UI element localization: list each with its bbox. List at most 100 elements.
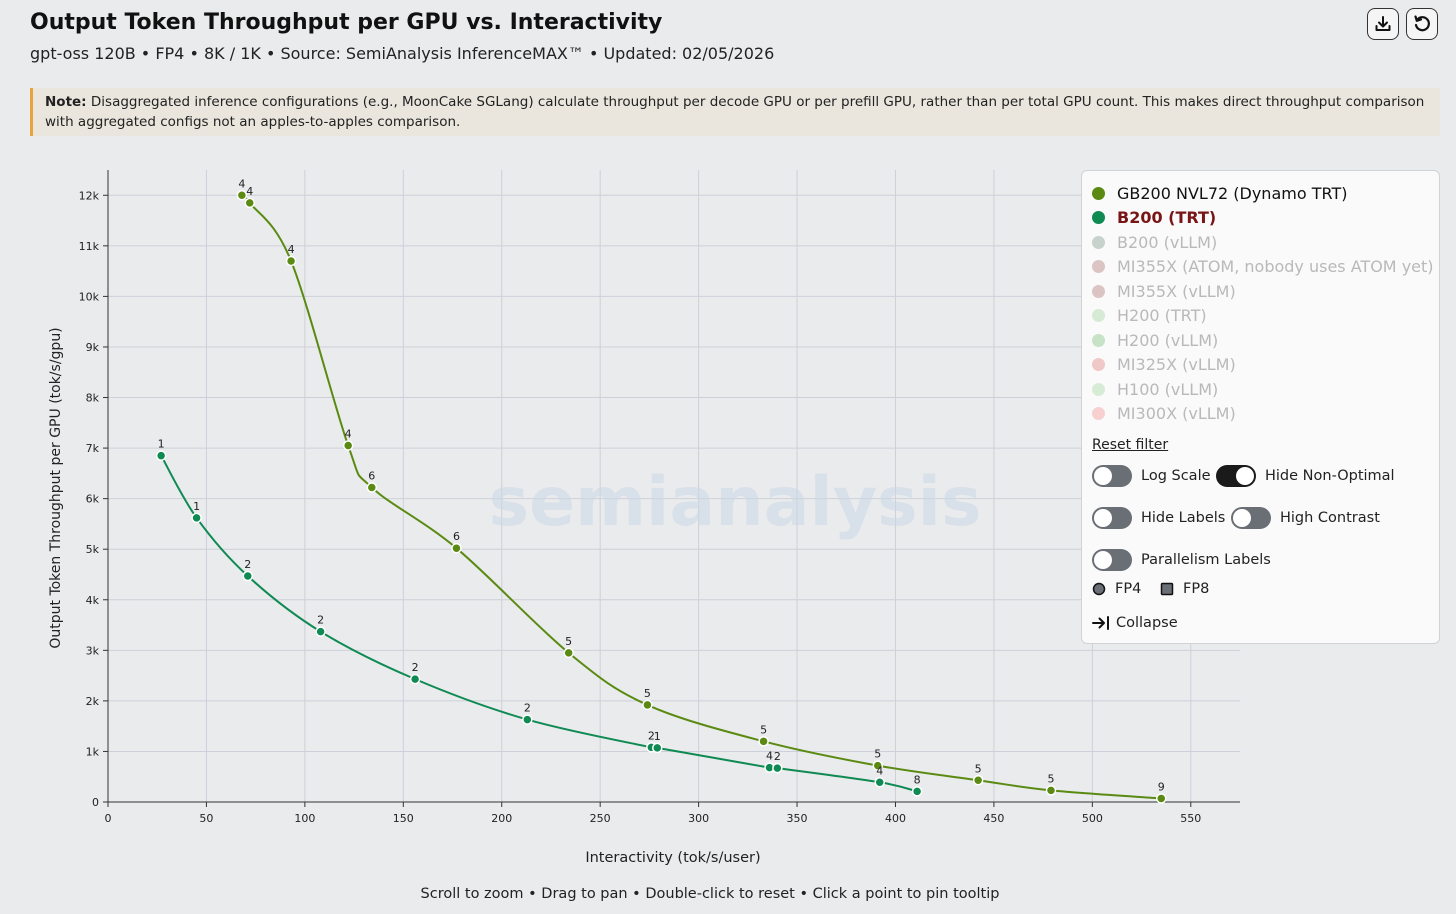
data-point[interactable] (911, 786, 923, 797)
data-label: 5 (874, 748, 881, 761)
data-point[interactable] (191, 512, 202, 524)
fp4-format-item[interactable]: FP4 (1092, 581, 1141, 597)
data-point[interactable] (342, 440, 354, 451)
data-point[interactable] (366, 482, 378, 493)
x-tick-label: 300 (688, 812, 709, 825)
legend-dot-icon (1092, 235, 1105, 249)
data-point[interactable] (409, 673, 421, 685)
x-tick-label: 200 (491, 812, 512, 825)
hide-labels-label: Hide Labels (1141, 510, 1226, 526)
data-label: 5 (644, 687, 651, 700)
refresh-icon (1414, 15, 1430, 32)
legend-dot-icon (1092, 260, 1105, 273)
data-point[interactable] (155, 450, 167, 461)
legend-item[interactable]: H200 (vLLM) (1092, 329, 1218, 351)
data-point[interactable] (315, 626, 326, 637)
legend-item-label: MI355X (vLLM) (1117, 281, 1236, 301)
data-label: 6 (453, 530, 460, 543)
data-point[interactable] (642, 699, 653, 711)
data-point[interactable] (872, 760, 884, 771)
data-point[interactable] (563, 647, 574, 659)
hide-non-optimal-label: Hide Non-Optimal (1265, 468, 1395, 484)
data-label: 1 (158, 438, 165, 451)
reset-filter-link[interactable]: Reset filter (1092, 437, 1169, 453)
data-point[interactable] (652, 742, 663, 754)
legend-item[interactable]: GB200 NVL72 (Dynamo TRT) (1092, 182, 1347, 204)
legend-item-label: MI300X (vLLM) (1117, 404, 1236, 423)
legend-item[interactable]: B200 (vLLM) (1092, 231, 1217, 253)
data-point[interactable] (244, 197, 255, 209)
data-point[interactable] (772, 762, 783, 774)
interaction-hint: Scroll to zoom • Drag to pan • Double-cl… (420, 886, 1000, 902)
y-tick-label: 3k (86, 644, 100, 657)
legend-item[interactable]: MI355X (ATOM, nobody uses ATOM yet) (1092, 256, 1434, 278)
y-axis-label: Output Token Throughput per GPU (tok/s/g… (48, 327, 64, 648)
chart-title: Output Token Throughput per GPU vs. Inte… (30, 10, 663, 35)
y-tick-label: 12k (79, 189, 100, 202)
data-point[interactable] (1156, 793, 1167, 804)
legend-item-label: H200 (vLLM) (1117, 330, 1219, 350)
legend-dot-icon (1092, 382, 1105, 396)
high-contrast-toggle-row[interactable]: High Contrast (1231, 507, 1380, 529)
data-point[interactable] (242, 570, 254, 582)
y-tick-label: 5k (86, 543, 100, 556)
data-point[interactable] (236, 190, 248, 201)
data-label: 4 (766, 750, 773, 763)
y-tick-label: 9k (86, 341, 100, 354)
legend-dot-icon (1092, 333, 1105, 347)
data-point[interactable] (285, 255, 297, 267)
x-tick-label: 150 (393, 812, 414, 825)
watermark: semianalysis (489, 463, 982, 542)
log-scale-toggle-row[interactable]: Log Scale (1092, 465, 1211, 487)
hide-labels-toggle-row[interactable]: Hide Labels (1092, 507, 1225, 529)
data-point[interactable] (758, 736, 769, 747)
data-label: 5 (565, 635, 572, 648)
legend-item-label: B200 (TRT) (1117, 208, 1217, 227)
x-tick-label: 400 (885, 812, 906, 825)
data-point[interactable] (874, 777, 885, 788)
legend-item[interactable]: MI355X (vLLM) (1092, 280, 1236, 302)
download-button[interactable] (1367, 8, 1399, 40)
note-label: Note: (45, 94, 87, 110)
collapse-button[interactable]: Collapse (1092, 615, 1178, 631)
legend-item[interactable]: H100 (vLLM) (1092, 378, 1218, 400)
collapse-arrow-icon (1092, 616, 1109, 630)
log-scale-label: Log Scale (1141, 468, 1211, 484)
hide-non-optimal-toggle-row[interactable]: Hide Non-Optimal (1216, 465, 1395, 487)
high-contrast-label: High Contrast (1280, 510, 1380, 526)
data-label: 4 (345, 428, 352, 441)
legend-dot-icon (1092, 407, 1105, 420)
data-point[interactable] (451, 542, 462, 554)
legend-item[interactable]: MI325X (vLLM) (1092, 354, 1236, 376)
circle-icon (1092, 582, 1106, 596)
data-label: 5 (760, 723, 767, 736)
legend-item[interactable]: H200 (TRT) (1092, 305, 1207, 327)
data-point[interactable] (522, 714, 533, 725)
parallelism-labels-toggle-row[interactable]: Parallelism Labels (1092, 549, 1271, 571)
legend-item[interactable]: B200 (TRT) (1092, 207, 1216, 229)
collapse-label: Collapse (1116, 615, 1178, 631)
parallelism-labels-switch[interactable] (1092, 549, 1132, 571)
log-scale-switch[interactable] (1092, 465, 1132, 487)
x-tick-label: 350 (787, 812, 808, 825)
fp8-label: FP8 (1183, 581, 1210, 597)
note-text: Disaggregated inference configurations (… (45, 94, 1425, 130)
x-tick-label: 0 (105, 812, 112, 825)
high-contrast-switch[interactable] (1231, 507, 1271, 529)
legend-item-label: MI355X (ATOM, nobody uses ATOM yet) (1117, 257, 1434, 276)
fp8-format-item[interactable]: FP8 (1160, 581, 1209, 597)
legend-item[interactable]: MI300X (vLLM) (1092, 403, 1236, 425)
chart-subtitle: gpt-oss 120B • FP4 • 8K / 1K • Source: S… (30, 44, 775, 63)
note-banner: Note: Disaggregated inference configurat… (30, 88, 1440, 136)
data-label: 8 (914, 773, 921, 786)
reset-view-button[interactable] (1406, 8, 1438, 40)
data-point[interactable] (1045, 785, 1057, 796)
x-tick-label: 500 (1082, 812, 1103, 825)
legend-dot-icon (1092, 211, 1105, 224)
hide-labels-switch[interactable] (1092, 507, 1132, 529)
hide-non-optimal-switch[interactable] (1216, 465, 1256, 487)
data-point[interactable] (972, 775, 984, 786)
